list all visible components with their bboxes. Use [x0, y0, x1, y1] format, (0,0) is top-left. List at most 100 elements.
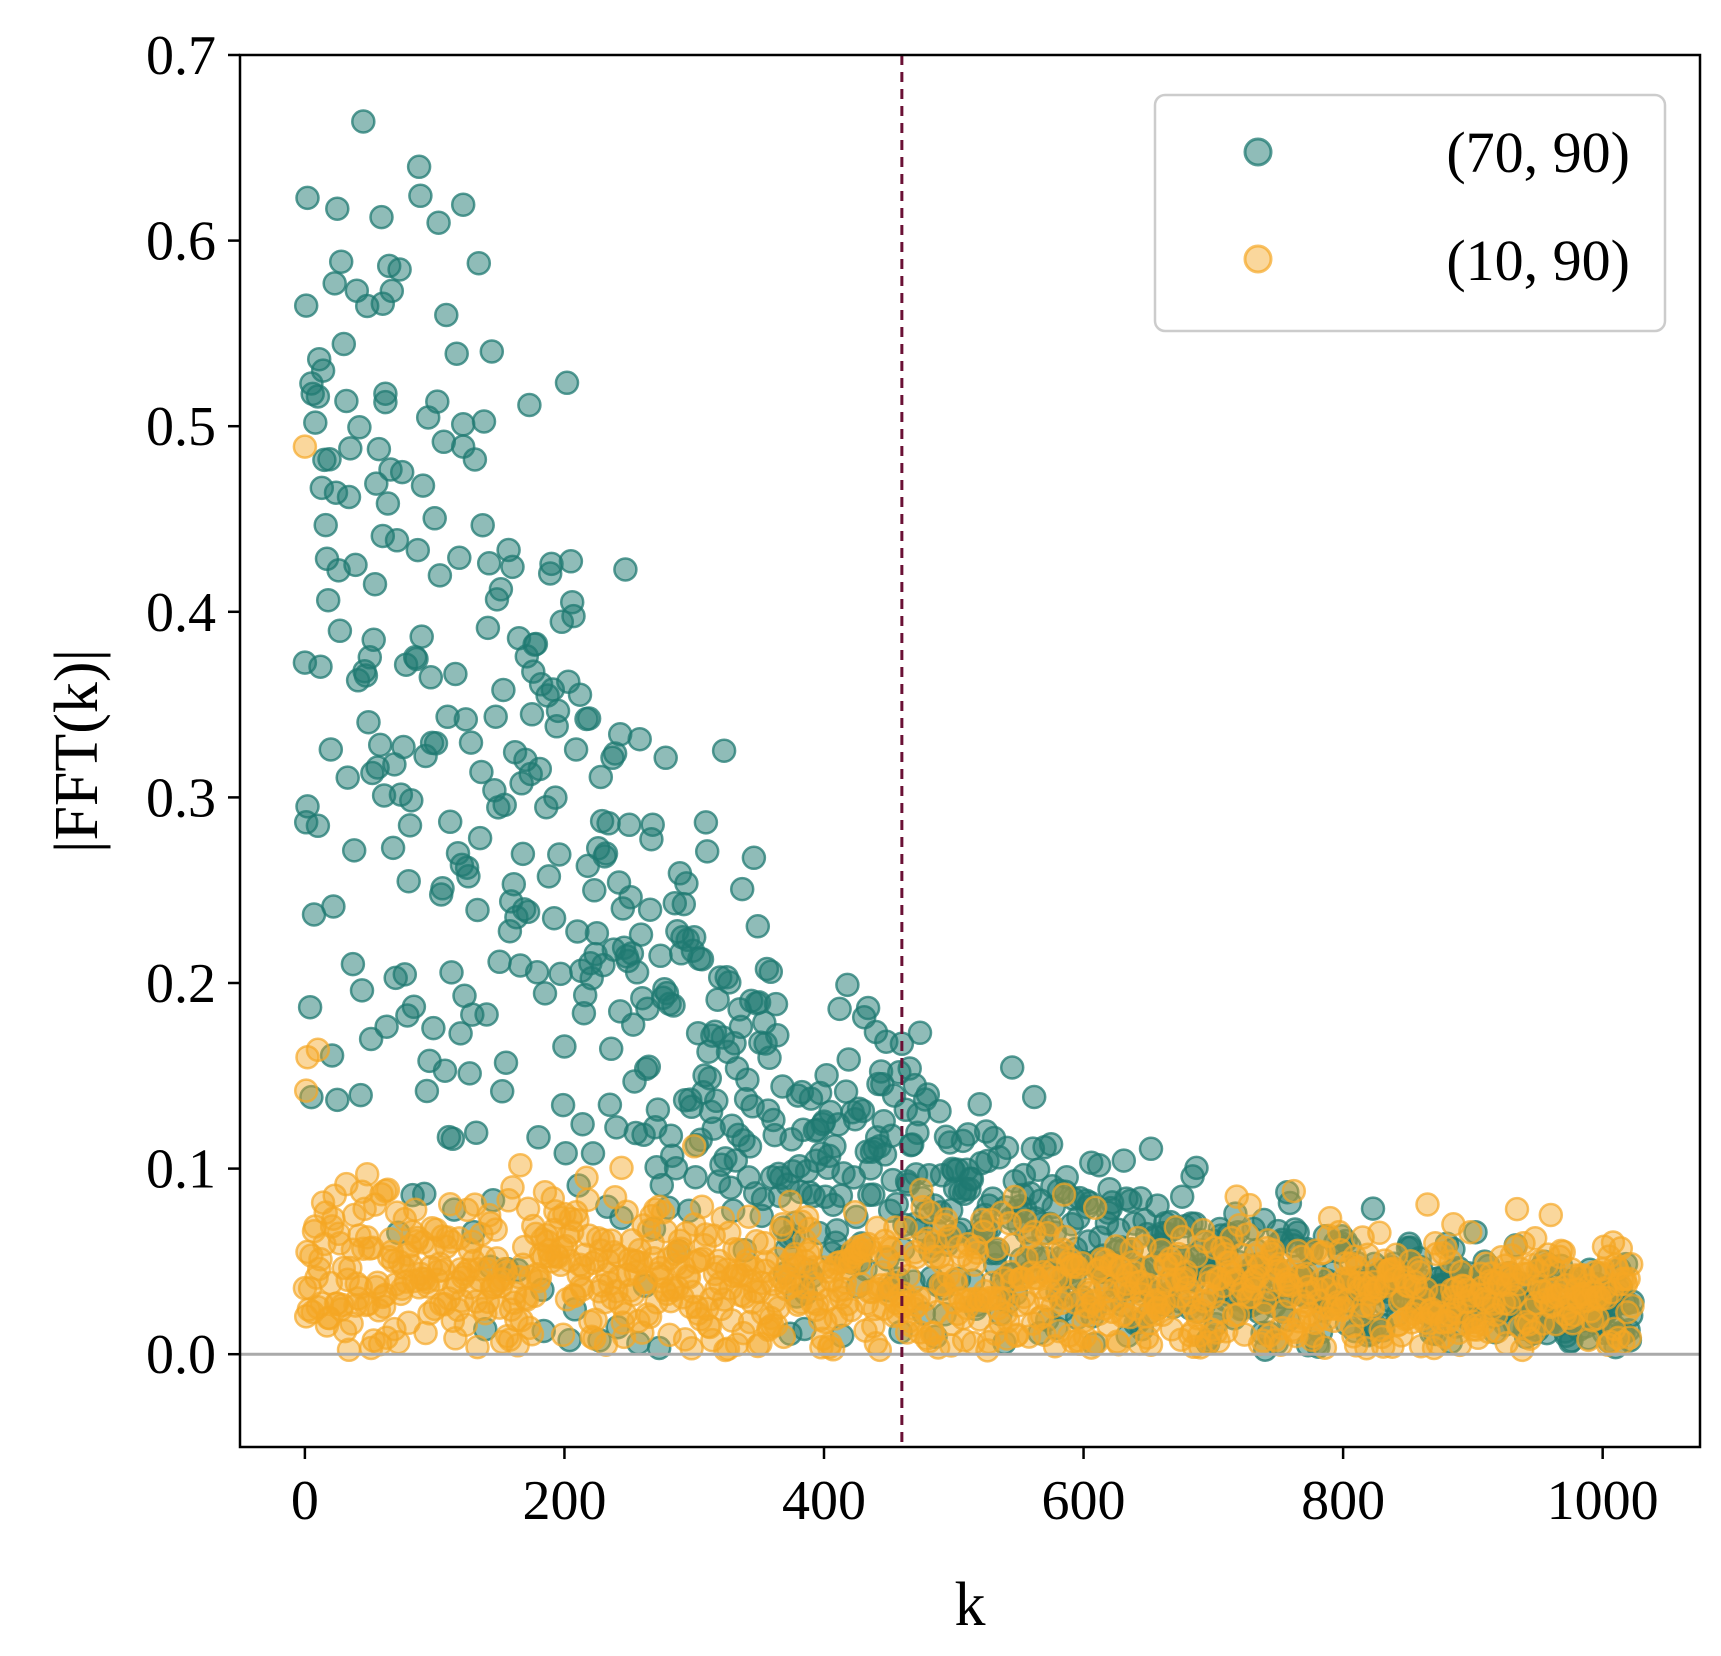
scatter-point-series-2 — [1326, 1219, 1352, 1245]
scatter-point-series-1 — [457, 1061, 482, 1086]
scatter-point-series-2 — [909, 1177, 934, 1203]
y-tick-label: 0.4 — [146, 582, 216, 644]
scatter-point-series-2 — [1521, 1319, 1547, 1345]
scatter-point-series-2 — [508, 1152, 533, 1178]
scatter-point-series-1 — [927, 1098, 952, 1124]
scatter-point-series-2 — [736, 1204, 761, 1229]
scatter-point-series-2 — [820, 1337, 846, 1362]
scatter-point-series-1 — [570, 1111, 595, 1137]
y-tick-label: 0.6 — [146, 211, 216, 273]
scatter-point-series-1 — [580, 1141, 606, 1166]
scatter-point-series-1 — [683, 1164, 708, 1190]
scatter-point-series-1 — [994, 1135, 1020, 1161]
scatter-point-series-1 — [336, 484, 362, 510]
scatter-point-series-1 — [373, 389, 398, 415]
scatter-point-series-1 — [470, 512, 495, 538]
scatter-point-series-1 — [674, 871, 699, 896]
scatter-point-series-1 — [467, 825, 493, 851]
scatter-point-series-1 — [303, 410, 328, 435]
scatter-point-series-2 — [1053, 1224, 1078, 1250]
scatter-point-series-1 — [475, 615, 501, 641]
scatter-point-series-1 — [510, 841, 536, 867]
scatter-point-series-1 — [453, 707, 479, 732]
scatter-point-series-1 — [648, 943, 673, 969]
scatter-point-series-1 — [1360, 1196, 1386, 1221]
scatter-point-series-1 — [1086, 1152, 1112, 1178]
scatter-point-series-1 — [554, 370, 580, 396]
scatter-point-series-1 — [444, 341, 469, 366]
scatter-point-series-1 — [515, 899, 541, 925]
scatter-point-series-1 — [305, 384, 331, 409]
scatter-point-series-1 — [519, 702, 545, 727]
scatter-point-series-1 — [567, 682, 593, 707]
scatter-point-series-1 — [711, 738, 737, 763]
scatter-point-series-1 — [327, 618, 353, 644]
scatter-point-series-2 — [752, 1230, 777, 1256]
scatter-point-series-1 — [547, 842, 572, 867]
scatter-point-series-1 — [335, 765, 360, 790]
scatter-point-series-1 — [414, 1078, 440, 1104]
scatter-point-series-1 — [697, 1066, 723, 1091]
scatter-point-series-1 — [406, 154, 432, 180]
scatter-point-series-1 — [334, 388, 359, 414]
scatter-point-series-2 — [609, 1155, 634, 1181]
scatter-point-series-1 — [421, 1015, 446, 1041]
scatter-point-series-1 — [466, 250, 492, 276]
scatter-point-series-1 — [593, 841, 619, 866]
scatter-point-series-1 — [640, 812, 665, 837]
scatter-point-series-1 — [617, 812, 642, 838]
scatter-point-series-1 — [561, 603, 586, 629]
scatter-point-series-1 — [850, 1098, 876, 1124]
scatter-point-series-2 — [1504, 1196, 1530, 1222]
scatter-point-series-1 — [735, 1067, 760, 1092]
scatter-point-series-1 — [479, 339, 505, 364]
scatter-point-series-1 — [835, 972, 860, 998]
scatter-point-series-1 — [757, 1045, 782, 1071]
scatter-point-series-1 — [693, 810, 719, 835]
scatter-point-series-1 — [1021, 1084, 1047, 1110]
scatter-point-series-1 — [432, 1058, 458, 1083]
scatter-point-series-2 — [1384, 1242, 1409, 1268]
legend-label-series-2: (10, 90) — [1446, 228, 1630, 293]
scatter-point-series-2 — [365, 1270, 390, 1295]
scatter-point-series-1 — [1169, 1184, 1195, 1209]
y-tick-label: 0.0 — [146, 1324, 216, 1386]
scatter-point-series-1 — [396, 868, 421, 894]
scatter-point-series-1 — [745, 914, 771, 939]
scatter-point-series-2 — [1367, 1220, 1392, 1246]
scatter-point-series-1 — [553, 1140, 578, 1166]
plot-frame — [238, 53, 1702, 1449]
scatter-point-series-2 — [681, 1134, 707, 1159]
scatter-point-series-1 — [607, 722, 633, 747]
scatter-point-series-1 — [704, 1088, 729, 1114]
scatter-point-series-1 — [374, 1014, 399, 1039]
scatter-point-series-1 — [548, 961, 573, 987]
scatter-point-series-1 — [588, 764, 614, 790]
scatter-point-series-1 — [401, 994, 427, 1020]
scatter-point-series-1 — [347, 415, 372, 440]
scatter-point-series-1 — [319, 1043, 345, 1068]
scatter-point-series-2 — [1002, 1184, 1028, 1210]
scatter-point-series-1 — [532, 981, 558, 1006]
scatter-point-series-2 — [476, 1202, 502, 1228]
scatter-point-series-2 — [614, 1199, 639, 1224]
scatter-point-series-1 — [597, 1092, 623, 1118]
scatter-point-series-2 — [354, 1161, 380, 1187]
scatter-point-series-1 — [476, 551, 502, 576]
scatter-point-series-1 — [317, 447, 342, 472]
scatter-point-series-2 — [771, 1324, 797, 1350]
scatter-point-series-2 — [796, 1240, 821, 1266]
scatter-point-series-1 — [637, 897, 663, 922]
scatter-point-series-2 — [1224, 1184, 1249, 1209]
scatter-point-series-1 — [765, 1023, 790, 1048]
scatter-point-series-2 — [373, 1178, 398, 1204]
scatter-point-series-2 — [798, 1237, 824, 1262]
scatter-point-series-2 — [1106, 1331, 1131, 1357]
scatter-point-series-1 — [463, 1120, 489, 1145]
scatter-point-series-2 — [971, 1219, 996, 1244]
scatter-point-series-1 — [434, 302, 459, 328]
scatter-point-series-2 — [413, 1320, 438, 1346]
scatter-point-series-1 — [524, 960, 550, 985]
scatter-point-series-1 — [404, 646, 429, 672]
scatter-point-series-1 — [380, 835, 406, 861]
